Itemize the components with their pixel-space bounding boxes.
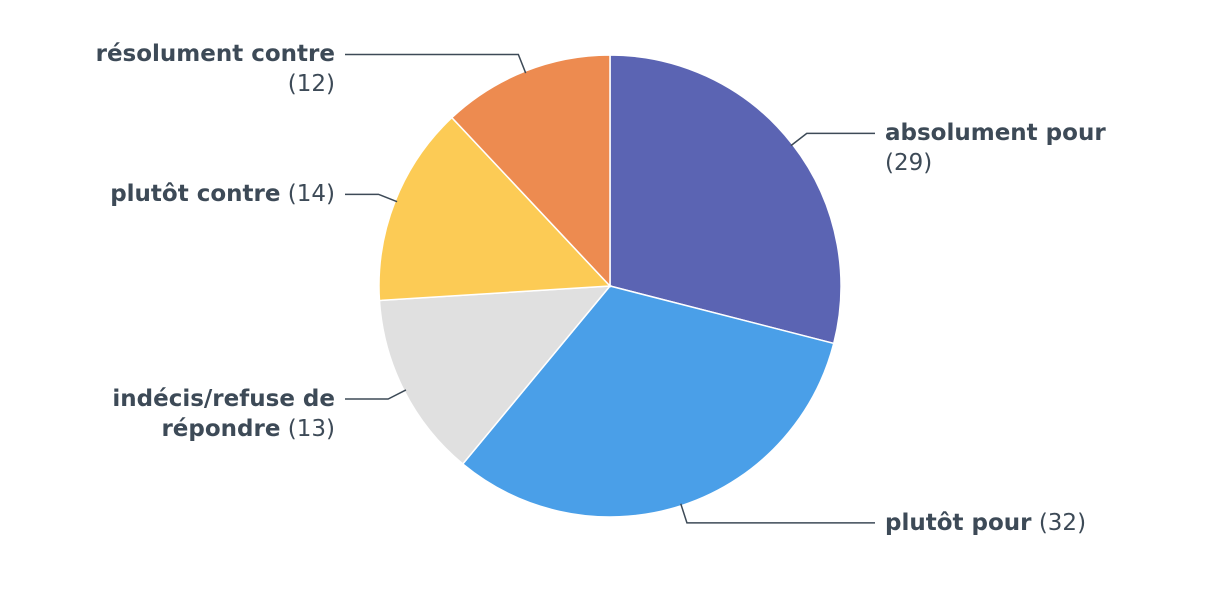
value-label: (13)	[287, 416, 335, 443]
category-label: résolument contre	[95, 41, 335, 68]
value-label: (32)	[1038, 509, 1087, 536]
leader-line	[790, 132, 875, 147]
value-label: (14)	[287, 181, 335, 208]
leader-line	[345, 53, 527, 74]
value-label: (29)	[885, 150, 933, 177]
slice-label: indécis/refuse de répondre (13)	[75, 384, 335, 444]
leader-line	[680, 503, 875, 524]
leader-line	[345, 193, 398, 203]
category-label: indécis/refuse de répondre	[112, 386, 335, 443]
category-label: plutôt contre	[110, 181, 281, 208]
slice-label: résolument contre (12)	[75, 39, 335, 99]
slice-label: plutôt pour (32)	[885, 508, 1145, 538]
slice-label: absolument pour (29)	[885, 118, 1145, 178]
category-label: plutôt pour	[885, 509, 1032, 536]
value-label: (12)	[287, 71, 335, 98]
category-label: absolument pour	[885, 120, 1106, 147]
leader-line	[345, 389, 407, 400]
slice-label: plutôt contre (14)	[75, 179, 335, 209]
